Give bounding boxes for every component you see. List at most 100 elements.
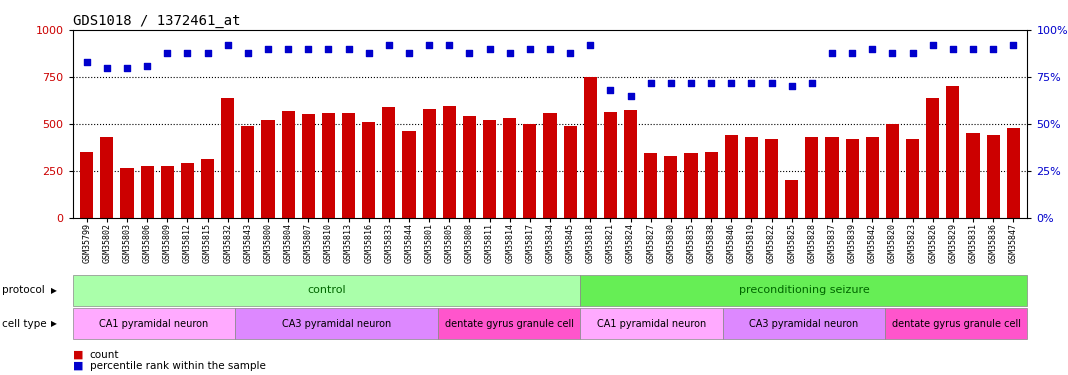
Bar <box>121 168 134 217</box>
Point <box>723 80 740 86</box>
Text: CA1 pyramidal neuron: CA1 pyramidal neuron <box>597 319 706 328</box>
Text: control: control <box>308 285 346 295</box>
Point <box>823 50 841 55</box>
Point <box>783 83 800 89</box>
Bar <box>685 153 697 218</box>
Bar <box>503 118 516 218</box>
Point <box>400 50 418 55</box>
Point <box>119 64 136 70</box>
Point <box>501 50 518 55</box>
Point <box>179 50 197 55</box>
Point <box>441 42 458 48</box>
Bar <box>967 133 979 218</box>
Bar <box>302 114 315 218</box>
Point <box>320 46 337 52</box>
Bar <box>564 126 577 218</box>
Bar <box>342 113 356 218</box>
Bar <box>926 98 939 218</box>
Point <box>98 64 115 70</box>
Bar <box>826 137 838 218</box>
Point <box>622 93 639 99</box>
Bar <box>382 107 395 218</box>
Text: GDS1018 / 1372461_at: GDS1018 / 1372461_at <box>73 13 240 28</box>
Bar <box>443 106 456 218</box>
Bar <box>987 135 1000 218</box>
Bar <box>462 116 476 218</box>
Point <box>360 50 377 55</box>
Point <box>260 46 277 52</box>
Bar <box>744 137 758 218</box>
Point <box>219 42 236 48</box>
Text: preconditioning seizure: preconditioning seizure <box>739 285 869 295</box>
Point <box>703 80 720 86</box>
Bar <box>321 113 335 218</box>
Text: ▶: ▶ <box>51 319 58 328</box>
Point <box>803 80 820 86</box>
Point <box>763 80 780 86</box>
Point <box>380 42 397 48</box>
Point <box>159 50 176 55</box>
Bar <box>1007 128 1020 218</box>
Point <box>562 50 579 55</box>
Point <box>521 46 538 52</box>
Point <box>642 80 659 86</box>
Point <box>139 63 156 69</box>
Bar <box>664 156 677 218</box>
Point <box>1005 42 1022 48</box>
Text: count: count <box>90 350 120 360</box>
Bar <box>603 112 617 218</box>
Bar <box>180 163 194 218</box>
Point <box>944 46 961 52</box>
Point <box>199 50 216 55</box>
Bar <box>423 109 436 217</box>
Bar <box>161 166 174 218</box>
Bar <box>886 124 899 218</box>
Point <box>280 46 297 52</box>
Text: percentile rank within the sample: percentile rank within the sample <box>90 361 266 371</box>
Bar <box>483 120 497 218</box>
Bar <box>262 120 274 218</box>
Point <box>461 50 478 55</box>
Point <box>844 50 861 55</box>
Point <box>904 50 921 55</box>
Bar <box>846 139 859 218</box>
Bar <box>282 111 295 218</box>
Bar <box>201 159 214 218</box>
Text: ■: ■ <box>73 350 83 360</box>
Bar <box>725 135 738 218</box>
Bar <box>100 137 113 218</box>
Point <box>78 59 95 65</box>
Text: CA1 pyramidal neuron: CA1 pyramidal neuron <box>99 319 208 328</box>
Text: cell type: cell type <box>2 319 47 328</box>
Point <box>541 46 559 52</box>
Point <box>743 80 760 86</box>
Point <box>300 46 317 52</box>
Bar <box>141 166 154 218</box>
Bar <box>403 131 415 218</box>
Text: dentate gyrus granule cell: dentate gyrus granule cell <box>892 319 1021 328</box>
Bar <box>705 152 718 217</box>
Point <box>682 80 700 86</box>
Bar <box>221 99 234 218</box>
Point <box>924 42 941 48</box>
Point <box>964 46 981 52</box>
Bar <box>362 122 375 218</box>
Text: ■: ■ <box>73 361 83 371</box>
Point <box>340 46 357 52</box>
Text: dentate gyrus granule cell: dentate gyrus granule cell <box>445 319 574 328</box>
Point <box>662 80 679 86</box>
Bar <box>80 152 93 217</box>
Bar <box>866 137 879 218</box>
Bar <box>946 86 959 218</box>
Point <box>864 46 881 52</box>
Point <box>602 87 619 93</box>
Bar <box>523 124 536 218</box>
Text: protocol: protocol <box>2 285 45 295</box>
Point <box>481 46 498 52</box>
Point <box>985 46 1002 52</box>
Bar <box>544 113 556 218</box>
Bar <box>644 153 657 218</box>
Bar <box>241 126 254 218</box>
Bar <box>805 137 818 218</box>
Point <box>421 42 438 48</box>
